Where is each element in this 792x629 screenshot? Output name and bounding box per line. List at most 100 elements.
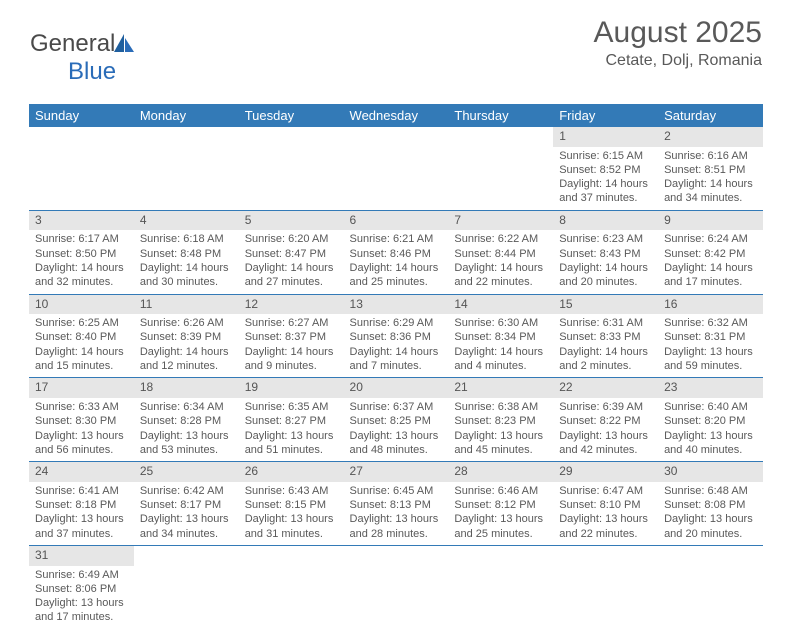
empty-cell [29, 127, 134, 210]
daylight-line: Daylight: 13 hours and 22 minutes. [559, 512, 652, 541]
dayheader: Tuesday [239, 104, 344, 127]
day-number: 6 [344, 211, 449, 231]
sunrise-line: Sunrise: 6:21 AM [350, 232, 443, 246]
sunrise-line: Sunrise: 6:26 AM [140, 316, 233, 330]
day-details: Sunrise: 6:24 AMSunset: 8:42 PMDaylight:… [658, 230, 763, 293]
day-cell: 21Sunrise: 6:38 AMSunset: 8:23 PMDayligh… [448, 378, 553, 462]
sunset-line: Sunset: 8:50 PM [35, 247, 128, 261]
sunrise-line: Sunrise: 6:49 AM [35, 568, 128, 582]
day-details: Sunrise: 6:48 AMSunset: 8:08 PMDaylight:… [658, 482, 763, 545]
day-number: 17 [29, 378, 134, 398]
dayheader: Thursday [448, 104, 553, 127]
sunset-line: Sunset: 8:43 PM [559, 247, 652, 261]
day-cell: 5Sunrise: 6:20 AMSunset: 8:47 PMDaylight… [239, 210, 344, 294]
empty-cell [344, 545, 449, 628]
sunset-line: Sunset: 8:52 PM [559, 163, 652, 177]
daylight-line: Daylight: 13 hours and 56 minutes. [35, 429, 128, 458]
logo-sail-icon [113, 33, 135, 53]
day-number: 29 [553, 462, 658, 482]
sunrise-line: Sunrise: 6:18 AM [140, 232, 233, 246]
sunset-line: Sunset: 8:47 PM [245, 247, 338, 261]
day-number: 28 [448, 462, 553, 482]
day-details: Sunrise: 6:25 AMSunset: 8:40 PMDaylight:… [29, 314, 134, 377]
daylight-line: Daylight: 14 hours and 12 minutes. [140, 345, 233, 374]
sunrise-line: Sunrise: 6:39 AM [559, 400, 652, 414]
dayheader: Monday [134, 104, 239, 127]
day-details: Sunrise: 6:31 AMSunset: 8:33 PMDaylight:… [553, 314, 658, 377]
day-cell: 2Sunrise: 6:16 AMSunset: 8:51 PMDaylight… [658, 127, 763, 210]
empty-cell [344, 127, 449, 210]
day-cell: 28Sunrise: 6:46 AMSunset: 8:12 PMDayligh… [448, 462, 553, 546]
day-cell: 9Sunrise: 6:24 AMSunset: 8:42 PMDaylight… [658, 210, 763, 294]
daylight-line: Daylight: 13 hours and 40 minutes. [664, 429, 757, 458]
header: General Blue August 2025 Cetate, Dolj, R… [0, 0, 792, 80]
daylight-line: Daylight: 13 hours and 37 minutes. [35, 512, 128, 541]
sunrise-line: Sunrise: 6:25 AM [35, 316, 128, 330]
day-details: Sunrise: 6:42 AMSunset: 8:17 PMDaylight:… [134, 482, 239, 545]
day-cell: 30Sunrise: 6:48 AMSunset: 8:08 PMDayligh… [658, 462, 763, 546]
day-number: 19 [239, 378, 344, 398]
day-cell: 14Sunrise: 6:30 AMSunset: 8:34 PMDayligh… [448, 294, 553, 378]
day-cell: 29Sunrise: 6:47 AMSunset: 8:10 PMDayligh… [553, 462, 658, 546]
day-number: 14 [448, 295, 553, 315]
empty-cell [134, 545, 239, 628]
sunrise-line: Sunrise: 6:30 AM [454, 316, 547, 330]
sunrise-line: Sunrise: 6:15 AM [559, 149, 652, 163]
sunrise-line: Sunrise: 6:41 AM [35, 484, 128, 498]
daylight-line: Daylight: 13 hours and 42 minutes. [559, 429, 652, 458]
day-number: 11 [134, 295, 239, 315]
day-details: Sunrise: 6:41 AMSunset: 8:18 PMDaylight:… [29, 482, 134, 545]
sunset-line: Sunset: 8:42 PM [664, 247, 757, 261]
daylight-line: Daylight: 13 hours and 17 minutes. [35, 596, 128, 625]
daylight-line: Daylight: 13 hours and 51 minutes. [245, 429, 338, 458]
day-cell: 13Sunrise: 6:29 AMSunset: 8:36 PMDayligh… [344, 294, 449, 378]
day-cell: 18Sunrise: 6:34 AMSunset: 8:28 PMDayligh… [134, 378, 239, 462]
sunrise-line: Sunrise: 6:17 AM [35, 232, 128, 246]
sunset-line: Sunset: 8:33 PM [559, 330, 652, 344]
day-number: 26 [239, 462, 344, 482]
day-details: Sunrise: 6:49 AMSunset: 8:06 PMDaylight:… [29, 566, 134, 629]
sunset-line: Sunset: 8:18 PM [35, 498, 128, 512]
daylight-line: Daylight: 13 hours and 31 minutes. [245, 512, 338, 541]
sunrise-line: Sunrise: 6:37 AM [350, 400, 443, 414]
dayheader: Sunday [29, 104, 134, 127]
week-row: 1Sunrise: 6:15 AMSunset: 8:52 PMDaylight… [29, 127, 763, 210]
title-block: August 2025 Cetate, Dolj, Romania [594, 16, 762, 70]
day-number: 8 [553, 211, 658, 231]
day-number: 25 [134, 462, 239, 482]
sunset-line: Sunset: 8:20 PM [664, 414, 757, 428]
day-details: Sunrise: 6:47 AMSunset: 8:10 PMDaylight:… [553, 482, 658, 545]
daylight-line: Daylight: 13 hours and 20 minutes. [664, 512, 757, 541]
dayheader-row: SundayMondayTuesdayWednesdayThursdayFrid… [29, 104, 763, 127]
sunset-line: Sunset: 8:17 PM [140, 498, 233, 512]
day-details: Sunrise: 6:40 AMSunset: 8:20 PMDaylight:… [658, 398, 763, 461]
day-number: 21 [448, 378, 553, 398]
sunset-line: Sunset: 8:31 PM [664, 330, 757, 344]
page-title: August 2025 [594, 16, 762, 50]
day-number: 16 [658, 295, 763, 315]
day-number: 23 [658, 378, 763, 398]
day-number: 13 [344, 295, 449, 315]
calendar-table: SundayMondayTuesdayWednesdayThursdayFrid… [29, 104, 763, 629]
day-cell: 1Sunrise: 6:15 AMSunset: 8:52 PMDaylight… [553, 127, 658, 210]
day-details: Sunrise: 6:35 AMSunset: 8:27 PMDaylight:… [239, 398, 344, 461]
sunrise-line: Sunrise: 6:35 AM [245, 400, 338, 414]
location: Cetate, Dolj, Romania [594, 52, 762, 70]
sunset-line: Sunset: 8:46 PM [350, 247, 443, 261]
dayheader: Friday [553, 104, 658, 127]
week-row: 31Sunrise: 6:49 AMSunset: 8:06 PMDayligh… [29, 545, 763, 628]
logo-text-1: General [30, 30, 115, 57]
day-details: Sunrise: 6:30 AMSunset: 8:34 PMDaylight:… [448, 314, 553, 377]
sunset-line: Sunset: 8:36 PM [350, 330, 443, 344]
sunrise-line: Sunrise: 6:46 AM [454, 484, 547, 498]
sunset-line: Sunset: 8:06 PM [35, 582, 128, 596]
daylight-line: Daylight: 14 hours and 27 minutes. [245, 261, 338, 290]
sunrise-line: Sunrise: 6:45 AM [350, 484, 443, 498]
day-number: 15 [553, 295, 658, 315]
daylight-line: Daylight: 14 hours and 34 minutes. [664, 177, 757, 206]
day-details: Sunrise: 6:15 AMSunset: 8:52 PMDaylight:… [553, 147, 658, 210]
empty-cell [658, 545, 763, 628]
daylight-line: Daylight: 14 hours and 22 minutes. [454, 261, 547, 290]
day-details: Sunrise: 6:23 AMSunset: 8:43 PMDaylight:… [553, 230, 658, 293]
sunset-line: Sunset: 8:30 PM [35, 414, 128, 428]
